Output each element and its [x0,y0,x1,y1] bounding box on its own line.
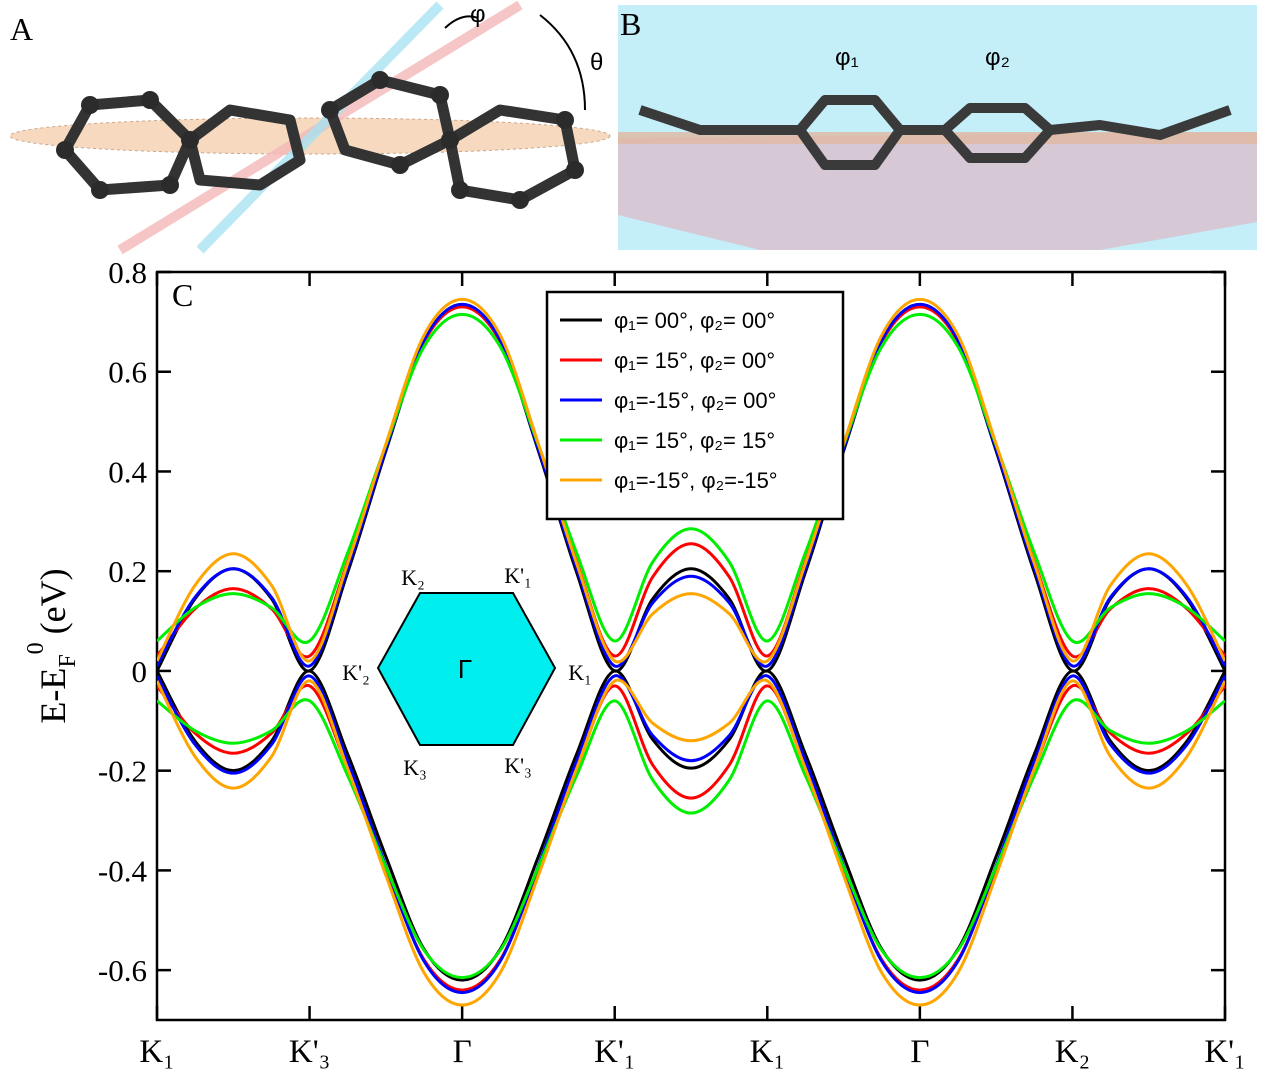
panel-a: A φ θ [10,1,610,250]
x-tick-label: K₁ [139,1034,174,1070]
plane [618,132,1257,250]
y-axis-label-sup: 0 [23,642,49,654]
legend-label: φ₁= 15°, φ₂= 00° [614,348,775,373]
angle-label: φ₂ [985,44,1010,71]
inset-label: K₂ [401,565,425,590]
inset-label: K₃ [403,755,427,780]
y-axis-label-main: E-E [33,668,73,724]
x-tick-label: K₂ [1055,1034,1090,1070]
angle-label: φ₁ [835,44,859,71]
panel-label: C [172,277,193,313]
y-tick-label: -0.4 [98,853,148,888]
legend-label: φ₁=-15°, φ₂= 00° [614,388,776,413]
panel-b: B φ₁ φ₂ [618,5,1257,250]
inset-label: K₁ [568,660,592,685]
panel-label: B [620,6,641,42]
y-tick-label: 0.8 [108,255,147,290]
y-tick-label: -0.6 [98,953,147,988]
y-tick-label: 0.4 [108,454,147,489]
inset-label: Γ [458,654,472,684]
y-axis-label-sub: F [55,654,81,667]
x-tick-label: Γ [453,1034,472,1070]
inset-label: K'₃ [504,753,532,778]
angle-label: φ [470,1,486,28]
x-tick-label: K'₁ [594,1034,635,1070]
x-tick-label: K'₁ [1204,1034,1245,1070]
legend-label: φ₁= 00°, φ₂= 00° [614,308,775,333]
y-tick-label: -0.2 [98,754,147,789]
x-tick-label: K₁ [750,1034,785,1070]
panel-label: A [10,11,33,47]
x-tick-label: Γ [910,1034,929,1070]
legend-label: φ₁= 15°, φ₂= 15° [614,428,775,453]
x-tick-label: K'₃ [289,1034,330,1070]
y-tick-label: 0 [132,654,148,689]
legend-label: φ₁=-15°, φ₂=-15° [614,468,778,493]
y-tick-label: 0.6 [108,355,147,390]
angle-label: θ [590,49,603,76]
y-tick-label: 0.2 [108,554,147,589]
inset-label: K'₂ [342,660,370,685]
inset-label: K'₁ [504,563,532,588]
angle-arrow [540,15,585,110]
figure: A φ θ B φ₁ φ₂ C E-EF0(eV) -0.6-0.4-0.200… [0,0,1275,1073]
y-axis-label: E-EF0 (eV) [23,568,81,723]
y-axis-label-unit: (eV) [33,568,73,634]
